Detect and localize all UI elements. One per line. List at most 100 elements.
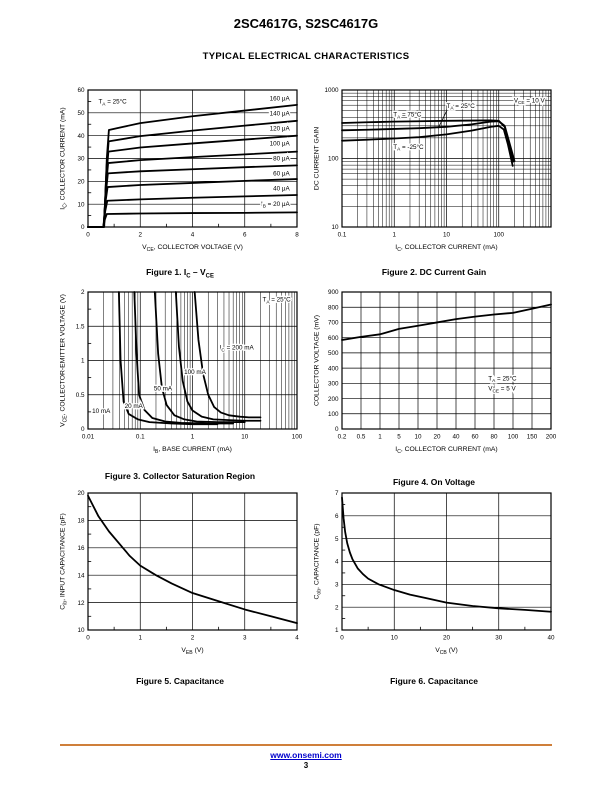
svg-text:TA = 75°C: TA = 75°C xyxy=(393,111,422,121)
svg-text:1: 1 xyxy=(335,627,339,634)
svg-text:1: 1 xyxy=(81,358,85,365)
svg-text:100 mA: 100 mA xyxy=(184,369,207,376)
svg-text:0.5: 0.5 xyxy=(76,392,85,399)
svg-text:VCE, COLLECTOR VOLTAGE (V): VCE, COLLECTOR VOLTAGE (V) xyxy=(142,244,243,253)
svg-text:VCE = 10 V: VCE = 10 V xyxy=(514,97,546,106)
svg-text:60 μA: 60 μA xyxy=(273,171,290,178)
svg-text:2: 2 xyxy=(191,635,195,642)
svg-text:120 μA: 120 μA xyxy=(270,125,291,132)
svg-text:30: 30 xyxy=(77,156,85,163)
figure-4-caption: Figure 4. On Voltage xyxy=(392,477,476,487)
svg-text:0.1: 0.1 xyxy=(338,232,347,239)
svg-text:1: 1 xyxy=(378,434,382,441)
svg-text:40: 40 xyxy=(77,133,85,140)
svg-text:IC = 200 mA: IC = 200 mA xyxy=(220,345,255,354)
svg-text:1.5: 1.5 xyxy=(76,323,85,330)
svg-text:1000: 1000 xyxy=(324,87,339,94)
svg-text:7: 7 xyxy=(335,490,339,497)
svg-text:50 mA: 50 mA xyxy=(154,386,173,393)
svg-text:VCE, COLLECTOR-EMITTER VOLTAGE: VCE, COLLECTOR-EMITTER VOLTAGE (V) xyxy=(60,294,69,427)
svg-text:VEB (V): VEB (V) xyxy=(181,647,203,656)
svg-text:0: 0 xyxy=(340,635,344,642)
figure-3-svg: TA = 25°C IC = 200 mA 100 mA 50 mA 20 mA 10 m… xyxy=(60,289,303,455)
figure-6-cell: 0 10 20 30 40 1 2 3 4 5 6 7 VCB (V) Cob, CAPACITANCE … xyxy=(308,486,560,686)
svg-text:TA = 25°C: TA = 25°C xyxy=(488,374,517,384)
svg-text:300: 300 xyxy=(328,381,339,388)
footer-link[interactable]: www.onsemi.com xyxy=(270,750,342,760)
svg-text:150: 150 xyxy=(527,434,538,441)
svg-text:6: 6 xyxy=(335,513,339,520)
svg-text:100: 100 xyxy=(328,156,339,163)
svg-text:TA = 25°C: TA = 25°C xyxy=(98,98,127,108)
svg-text:200: 200 xyxy=(546,434,557,441)
svg-text:Cob, CAPACITANCE (pF): Cob, CAPACITANCE (pF) xyxy=(314,523,323,599)
figure-3-caption: Figure 3. Collector Saturation Region xyxy=(104,471,256,481)
svg-text:8: 8 xyxy=(295,232,299,239)
svg-text:100 μA: 100 μA xyxy=(270,140,291,147)
svg-text:60: 60 xyxy=(77,87,85,94)
figure-5-chart: 0 1 2 3 4 10 12 14 16 18 20 VEB (V) Cib, INPUT CAPAC… xyxy=(54,486,306,668)
svg-text:20: 20 xyxy=(433,434,441,441)
svg-text:0: 0 xyxy=(81,224,85,231)
svg-text:80 μA: 80 μA xyxy=(273,156,290,163)
svg-text:30: 30 xyxy=(495,635,503,642)
svg-text:20: 20 xyxy=(77,490,85,497)
svg-text:80: 80 xyxy=(490,434,498,441)
svg-text:10: 10 xyxy=(77,627,85,634)
svg-text:6: 6 xyxy=(243,232,247,239)
figure-3-chart: TA = 25°C IC = 200 mA 100 mA 50 mA 20 mA 10 m… xyxy=(54,285,306,467)
figure-2-caption: Figure 2. DC Current Gain xyxy=(381,267,487,277)
svg-text:20: 20 xyxy=(443,635,451,642)
figure-3-cell: TA = 25°C IC = 200 mA 100 mA 50 mA 20 mA 10 m… xyxy=(54,285,306,481)
figure-1-chart: TA = 25°C 160 μA 140 μA 120 μA 100 μA 80 μA 60… xyxy=(54,83,306,265)
figure-1-cell: TA = 25°C 160 μA 140 μA 120 μA 100 μA 80 μA 60… xyxy=(54,83,306,279)
svg-text:400: 400 xyxy=(328,365,339,372)
svg-text:100: 100 xyxy=(508,434,519,441)
svg-text:10: 10 xyxy=(77,201,85,208)
figure-2-chart: VCE = 10 V TA = 25°C TA = 75°C TA = -25°C 0.… xyxy=(308,83,560,265)
svg-text:10: 10 xyxy=(391,635,399,642)
svg-text:20: 20 xyxy=(77,179,85,186)
svg-text:60: 60 xyxy=(471,434,479,441)
svg-text:100: 100 xyxy=(493,232,504,239)
figure-4-cell: TA = 25°C VCE = 5 V 0.2 0.5 1 5 10 20 40 60 80 100 1… xyxy=(308,285,560,487)
figure-6-chart: 0 10 20 30 40 1 2 3 4 5 6 7 VCB (V) Cob, CAPACITANCE … xyxy=(308,486,560,668)
svg-text:0.2: 0.2 xyxy=(338,434,347,441)
svg-text:0.5: 0.5 xyxy=(357,434,366,441)
svg-text:1: 1 xyxy=(191,434,195,441)
svg-text:TA = -25°C: TA = -25°C xyxy=(393,143,424,153)
svg-text:5: 5 xyxy=(335,536,339,543)
svg-text:IB = 20 μA: IB = 20 μA xyxy=(261,201,290,210)
svg-text:14: 14 xyxy=(77,572,85,579)
svg-text:IC, COLLECTOR CURRENT (mA): IC, COLLECTOR CURRENT (mA) xyxy=(60,107,69,209)
svg-text:3: 3 xyxy=(335,582,339,589)
svg-text:IB, BASE CURRENT (mA): IB, BASE CURRENT (mA) xyxy=(153,446,232,455)
svg-text:50: 50 xyxy=(77,110,85,117)
svg-text:40: 40 xyxy=(452,434,460,441)
figure-2-svg: VCE = 10 V TA = 25°C TA = 75°C TA = -25°C 0.… xyxy=(314,87,552,253)
svg-text:DC CURRENT GAIN: DC CURRENT GAIN xyxy=(314,127,321,190)
svg-text:600: 600 xyxy=(328,335,339,342)
svg-text:10: 10 xyxy=(241,434,249,441)
svg-text:2: 2 xyxy=(81,289,85,296)
svg-text:COLLECTOR VOLTAGE (mV): COLLECTOR VOLTAGE (mV) xyxy=(314,315,321,406)
page-number: 3 xyxy=(303,761,309,770)
figure-4-svg: TA = 25°C VCE = 5 V 0.2 0.5 1 5 10 20 40 60 80 100 1… xyxy=(314,289,557,455)
svg-text:10: 10 xyxy=(331,224,339,231)
svg-text:Cib, INPUT CAPACITANCE (pF): Cib, INPUT CAPACITANCE (pF) xyxy=(60,513,69,610)
svg-text:160 μA: 160 μA xyxy=(270,95,291,102)
svg-text:0.01: 0.01 xyxy=(82,434,95,441)
svg-text:3: 3 xyxy=(243,635,247,642)
svg-text:0: 0 xyxy=(81,426,85,433)
svg-text:1: 1 xyxy=(138,635,142,642)
svg-text:100: 100 xyxy=(292,434,303,441)
svg-text:40 μA: 40 μA xyxy=(273,186,290,193)
svg-text:2: 2 xyxy=(138,232,142,239)
svg-text:500: 500 xyxy=(328,350,339,357)
footer-rule xyxy=(60,744,552,747)
svg-text:VCE = 5 V: VCE = 5 V xyxy=(488,386,516,395)
figure-5-cell: 0 1 2 3 4 10 12 14 16 18 20 VEB (V) Cib, INPUT CAPAC… xyxy=(54,486,306,686)
figure-2-cell: VCE = 10 V TA = 25°C TA = 75°C TA = -25°C 0.… xyxy=(308,83,560,277)
